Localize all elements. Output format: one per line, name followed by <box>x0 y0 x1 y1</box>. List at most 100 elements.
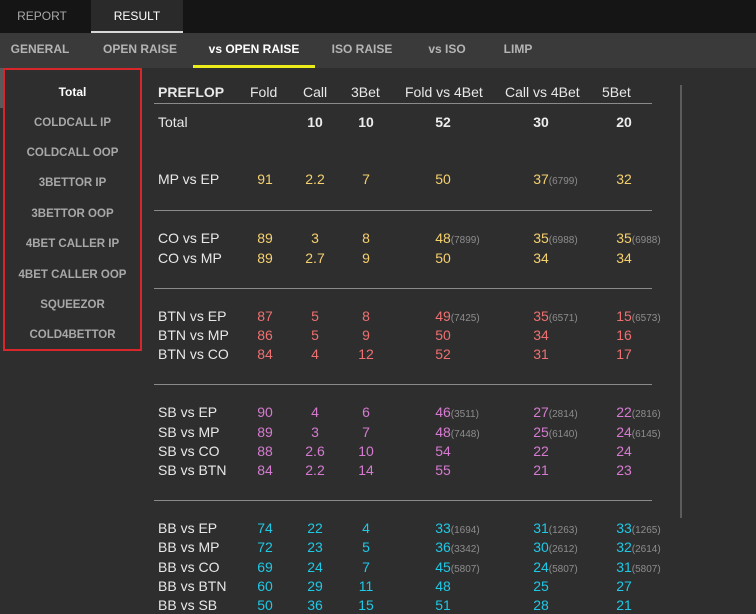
stat-cell: 16 <box>616 327 632 343</box>
stat-cell: 34 <box>533 250 549 266</box>
stat-cell: 31 <box>533 346 549 362</box>
stat-cell: 89 <box>257 424 273 440</box>
stat-cell: 50 <box>435 327 451 343</box>
sidebar-item-3bettor-oop[interactable]: 3BETTOR OOP <box>31 208 114 220</box>
stat-value: 89 <box>257 249 273 266</box>
stat-cell: 45(5807) <box>435 559 479 575</box>
stat-value: 10 <box>358 114 374 130</box>
stat-value: 49 <box>435 307 451 324</box>
tab-vs-iso[interactable]: vs ISO <box>428 42 466 56</box>
tab-limp[interactable]: LIMP <box>503 42 533 56</box>
stat-value: 33 <box>616 520 632 537</box>
row-label: SB vs MP <box>158 423 220 440</box>
sidebar-item-cold4bettor[interactable]: COLD4BETTOR <box>29 329 116 341</box>
stat-cell: 15 <box>358 597 374 613</box>
sidebar-item-4bet-caller-ip[interactable]: 4BET CALLER IP <box>25 238 120 250</box>
stat-cell: 7 <box>362 171 370 187</box>
stat-value: 34 <box>533 249 549 266</box>
stat-cell: 17 <box>616 346 632 362</box>
stat-value: 35 <box>533 230 549 247</box>
stat-value: 36 <box>435 539 451 556</box>
tab-result[interactable]: RESULT <box>91 0 183 33</box>
row-label: SB vs BTN <box>158 462 227 478</box>
stat-value: 25 <box>533 423 549 440</box>
stat-value: 89 <box>257 423 273 440</box>
stat-cell: 36(3342) <box>435 539 479 555</box>
stat-cell: 31(5807) <box>616 559 660 575</box>
stat-value: 30 <box>533 539 549 556</box>
tab-vs-open-raise[interactable]: vs OPEN RAISE <box>193 33 315 68</box>
header-call-vs-4bet: Call vs 4Bet <box>505 84 580 100</box>
stat-cell: 50 <box>435 250 451 266</box>
sample-count: (1694) <box>450 525 480 537</box>
tab-report[interactable]: REPORT <box>17 9 67 23</box>
row-label: CO vs MP <box>158 249 222 266</box>
stat-cell: 2.2 <box>305 462 324 478</box>
stat-value: 31 <box>616 558 632 575</box>
stat-value: 50 <box>435 249 451 266</box>
stat-cell: 34 <box>533 327 549 343</box>
stat-value: 2.2 <box>305 462 325 478</box>
stat-cell: 22 <box>533 443 549 459</box>
stat-value: 6 <box>362 404 370 421</box>
sample-count: (1263) <box>548 525 578 537</box>
stat-cell: 3 <box>311 230 319 246</box>
stat-value: 11 <box>358 577 374 594</box>
sample-count: (5807) <box>450 563 480 575</box>
row-label: MP vs EP <box>158 171 220 188</box>
sidebar-item-coldcall-oop[interactable]: COLDCALL OOP <box>26 147 119 159</box>
row-label: CO vs EP <box>158 230 220 247</box>
stat-cell: 30 <box>533 114 549 130</box>
sidebar-item-squeezor[interactable]: SQUEEZOR <box>40 299 105 311</box>
panel-divider <box>680 85 682 518</box>
sample-count: (7425) <box>450 312 480 324</box>
row-label: SB vs EP <box>158 404 218 421</box>
stat-value: 31 <box>533 520 549 537</box>
stat-cell: 37(6799) <box>533 171 577 187</box>
stat-value: 8 <box>362 307 370 324</box>
sample-count: (5807) <box>548 563 578 575</box>
stat-cell: 25(6140) <box>533 424 577 440</box>
sidebar-item-3bettor-ip[interactable]: 3BETTOR IP <box>38 177 107 189</box>
stat-cell: 34 <box>616 250 632 266</box>
sample-count: (6571) <box>548 312 578 324</box>
stat-cell: 27(2814) <box>533 404 577 420</box>
stat-cell: 4 <box>311 346 319 362</box>
stat-value: 50 <box>435 327 451 343</box>
stat-value: 22 <box>307 520 323 537</box>
stat-cell: 9 <box>362 327 370 343</box>
stat-value: 25 <box>533 577 549 594</box>
tab-iso-raise[interactable]: ISO RAISE <box>331 42 393 56</box>
stat-cell: 11 <box>359 578 374 594</box>
group-divider <box>154 500 652 502</box>
stat-value: 4 <box>311 346 319 363</box>
stat-value: 88 <box>257 442 273 459</box>
stat-cell: 51 <box>435 597 451 613</box>
stat-cell: 87 <box>257 308 273 324</box>
row-label: BB vs SB <box>158 597 218 613</box>
stat-value: 9 <box>362 327 370 343</box>
stat-value: 7 <box>362 558 370 575</box>
stat-value: 5 <box>311 307 319 324</box>
row-label: BB vs BTN <box>158 577 227 594</box>
row-label: Total <box>158 114 188 130</box>
tab-general[interactable]: GENERAL <box>10 42 70 56</box>
stat-cell: 91 <box>257 171 273 187</box>
header-divider <box>154 103 652 104</box>
stat-value: 74 <box>257 520 273 537</box>
stat-cell: 48 <box>435 578 451 594</box>
stat-cell: 3 <box>311 424 319 440</box>
stat-cell: 25 <box>533 578 549 594</box>
sidebar-item-total[interactable]: Total <box>58 85 87 99</box>
sidebar-item-4bet-caller-oop[interactable]: 4BET CALLER OOP <box>18 269 127 281</box>
tab-open-raise[interactable]: OPEN RAISE <box>102 42 177 56</box>
stat-cell: 74 <box>257 520 273 536</box>
stat-value: 35 <box>533 307 549 324</box>
sidebar-item-coldcall-ip[interactable]: COLDCALL IP <box>33 117 112 129</box>
stat-cell: 8 <box>362 308 370 324</box>
stat-value: 50 <box>257 597 273 613</box>
stat-value: 15 <box>358 597 374 613</box>
stat-cell: 35(6571) <box>533 308 577 324</box>
sample-count: (1265) <box>631 525 661 537</box>
stat-value: 2.7 <box>305 249 325 266</box>
